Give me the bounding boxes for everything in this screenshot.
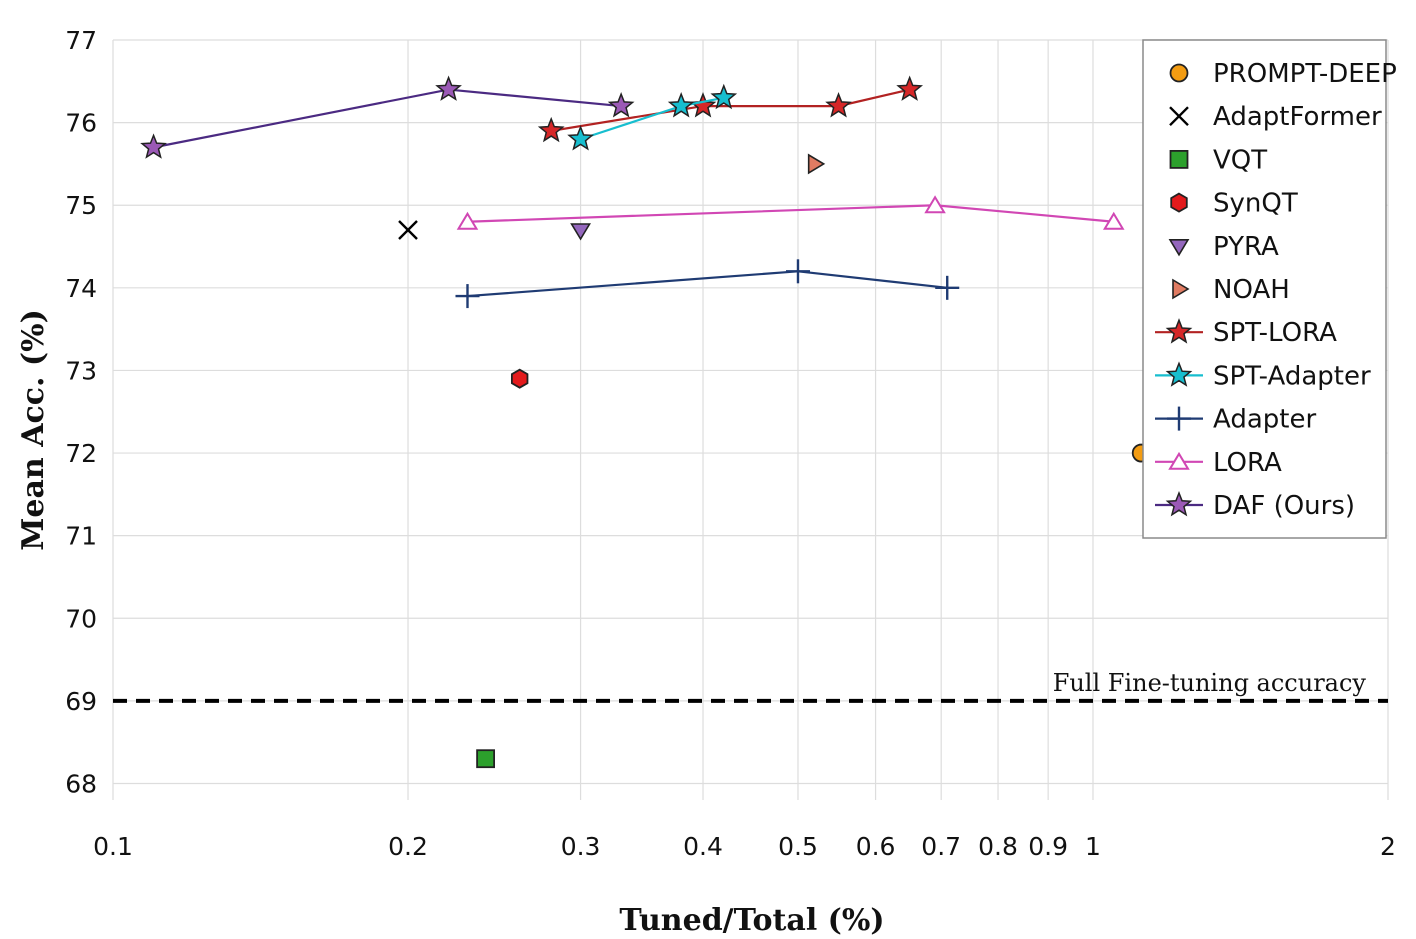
data-point bbox=[398, 220, 418, 240]
legend-marker bbox=[1169, 149, 1189, 169]
legend-marker bbox=[1170, 192, 1188, 213]
y-tick-label: 75 bbox=[65, 191, 97, 220]
legend-item: LORA bbox=[1155, 448, 1282, 478]
legend-label: PROMPT-DEEP bbox=[1213, 59, 1397, 89]
y-tick-label: 69 bbox=[65, 687, 97, 716]
y-tick-label: 71 bbox=[65, 522, 97, 551]
legend-label: SynQT bbox=[1213, 189, 1298, 219]
data-point bbox=[456, 211, 479, 230]
legend-marker bbox=[1165, 361, 1193, 387]
series-pyra bbox=[570, 223, 591, 241]
legend-label: DAF (Ours) bbox=[1213, 491, 1355, 521]
series-noah bbox=[807, 153, 826, 175]
data-point bbox=[476, 749, 496, 769]
legend-item: SPT-Adapter bbox=[1155, 361, 1371, 391]
legend-label: AdaptFormer bbox=[1213, 102, 1382, 132]
data-point bbox=[140, 133, 167, 159]
y-tick-label: 72 bbox=[65, 439, 97, 468]
legend-item: Adapter bbox=[1155, 405, 1316, 435]
x-marker-stroke bbox=[398, 220, 418, 240]
y-axis-title: Mean Acc. (%) bbox=[16, 309, 51, 551]
data-point bbox=[924, 195, 946, 214]
x-tick-label: 0.8 bbox=[978, 832, 1018, 861]
legend-item: NOAH bbox=[1172, 275, 1290, 305]
reference-line-label: Full Fine-tuning accuracy bbox=[1053, 669, 1367, 697]
data-point bbox=[785, 259, 810, 284]
data-point bbox=[667, 92, 695, 118]
legend-item: VQT bbox=[1169, 145, 1267, 175]
data-point bbox=[896, 75, 924, 101]
legend-marker bbox=[1165, 490, 1193, 517]
x-tick-label: 1 bbox=[1085, 832, 1101, 861]
legend-item: SynQT bbox=[1170, 189, 1298, 219]
series-spt-adapter bbox=[567, 83, 738, 151]
legend-marker bbox=[1169, 106, 1189, 127]
data-point bbox=[807, 153, 826, 175]
legend-label: SPT-LORA bbox=[1213, 318, 1337, 348]
y-tick-label: 77 bbox=[65, 26, 97, 55]
series-daf-ours bbox=[140, 75, 635, 159]
tick-labels: 0.1 0.2 0.3 0.4 0.5 0.6 0.7 0.8 0.9 1 2 68 69 70 71 72 7… bbox=[65, 26, 1396, 861]
x-tick-label: 0.1 bbox=[93, 832, 133, 861]
x-tick-label: 0.7 bbox=[921, 832, 961, 861]
legend-marker bbox=[1168, 451, 1190, 470]
legend-marker bbox=[1167, 406, 1191, 431]
legend-item: DAF (Ours) bbox=[1155, 490, 1355, 521]
data-point bbox=[1102, 211, 1125, 230]
x-marker-stroke bbox=[1169, 106, 1189, 127]
data-point bbox=[689, 92, 717, 118]
series-synqt bbox=[510, 368, 529, 389]
x-tick-label: 0.6 bbox=[856, 832, 896, 861]
legend-item: PYRA bbox=[1168, 232, 1279, 262]
series-adapter bbox=[455, 259, 960, 309]
x-tick-label: 2 bbox=[1380, 832, 1396, 861]
legend-label: NOAH bbox=[1213, 275, 1290, 305]
series-line bbox=[551, 88, 910, 132]
legend-label: PYRA bbox=[1213, 232, 1279, 262]
y-tick-label: 76 bbox=[65, 109, 97, 138]
legend-item: SPT-LORA bbox=[1155, 318, 1337, 348]
legend-label: SPT-Adapter bbox=[1213, 361, 1371, 391]
legend-item: AdaptFormer bbox=[1169, 102, 1382, 132]
legend-marker bbox=[1168, 239, 1190, 257]
legend-label: LORA bbox=[1213, 448, 1282, 478]
x-tick-label: 0.9 bbox=[1028, 832, 1068, 861]
legend: PROMPT-DEEP AdaptFormer VQT SynQT PYRA NOAH SP… bbox=[1142, 39, 1397, 539]
data-point bbox=[455, 284, 480, 309]
data-point bbox=[570, 223, 591, 241]
x-tick-label: 0.4 bbox=[683, 832, 723, 861]
series-adaptformer bbox=[398, 220, 418, 240]
legend-label: Adapter bbox=[1213, 405, 1316, 435]
data-point bbox=[567, 125, 594, 151]
y-tick-label: 74 bbox=[65, 274, 97, 303]
legend-marker bbox=[1172, 278, 1190, 300]
y-tick-label: 73 bbox=[65, 356, 97, 385]
legend-marker bbox=[1169, 63, 1189, 83]
series-spt-lora bbox=[537, 75, 924, 143]
data-point bbox=[825, 92, 852, 118]
series-lora bbox=[456, 195, 1125, 230]
data-point bbox=[607, 92, 635, 118]
legend-marker bbox=[1165, 318, 1193, 344]
data-point bbox=[935, 275, 960, 300]
y-tick-label: 70 bbox=[65, 604, 97, 633]
data-point bbox=[537, 116, 565, 143]
y-tick-label: 68 bbox=[65, 769, 97, 798]
data-point bbox=[435, 75, 462, 101]
series bbox=[140, 75, 1151, 769]
x-axis-title: Tuned/Total (%) bbox=[619, 903, 884, 938]
x-tick-label: 0.5 bbox=[778, 832, 818, 861]
x-tick-label: 0.2 bbox=[388, 832, 428, 861]
series-vqt bbox=[476, 749, 496, 769]
data-point bbox=[510, 368, 529, 389]
legend-item: PROMPT-DEEP bbox=[1169, 59, 1397, 89]
x-tick-label: 0.3 bbox=[561, 832, 601, 861]
data-point bbox=[710, 83, 738, 110]
legend-label: VQT bbox=[1213, 145, 1267, 175]
